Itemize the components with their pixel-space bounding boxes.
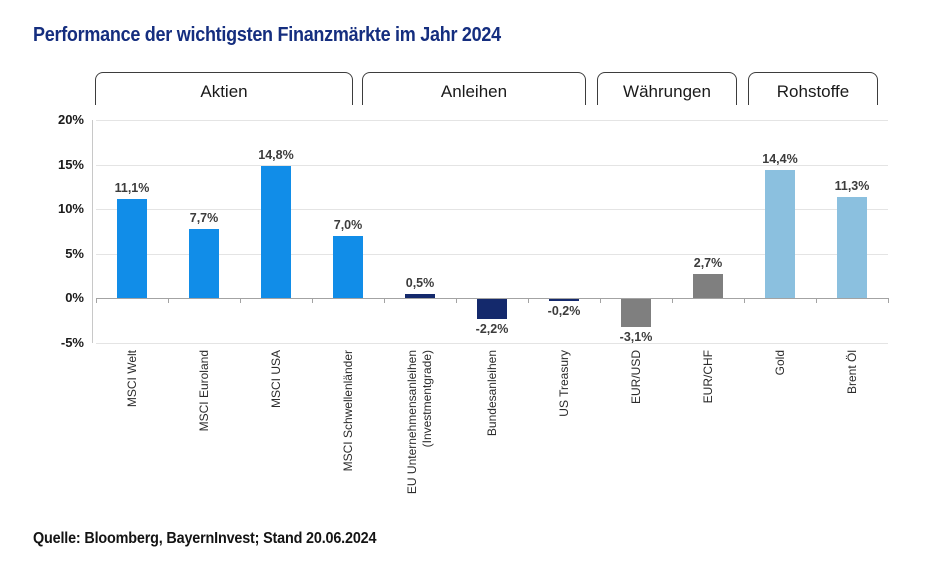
x-label-line: (Investmentgrade) [420,350,434,448]
x-axis-tick [384,298,385,303]
bar-us-treasury [549,299,579,301]
y-axis-line [92,120,93,343]
bar-brent-l [837,197,867,298]
x-axis-tick [456,298,457,303]
group-bracket-anleihen: Anleihen [362,72,586,105]
x-axis-tick [240,298,241,303]
gridline-5 [96,254,888,255]
x-label-msci-usa: MSCI USA [269,350,283,409]
x-label-brent-l: Brent Öl [845,350,859,395]
chart-title: Performance der wichtigsten Finanzmärkte… [33,24,501,46]
bar-msci-schwellenl-nder [333,236,363,298]
gridline-20 [96,120,888,121]
x-axis-tick [888,298,889,303]
value-label-msci-usa: 14,8% [258,148,294,162]
value-label-eu-unternehmensanleihen-investmentgrade: 0,5% [405,276,435,290]
group-bracket-rohstoffe: Rohstoffe [748,72,878,105]
y-tick-label: 0% [65,290,84,305]
x-label-gold: Gold [773,350,787,376]
x-label-line: EU Unternehmensanleihen [405,350,419,495]
value-label-msci-welt: 11,1% [114,181,150,195]
bar-msci-euroland [189,229,219,298]
source-note: Quelle: Bloomberg, BayernInvest; Stand 2… [33,530,377,547]
x-axis-tick [600,298,601,303]
x-label-us-treasury: US Treasury [557,350,571,417]
value-label-brent-l: 11,3% [834,179,870,193]
x-axis-tick [816,298,817,303]
value-label-gold: 14,4% [762,152,798,166]
gridline-10 [96,209,888,210]
y-tick-label: -5% [60,335,84,350]
group-bracket-aktien: Aktien [95,72,353,105]
bar-eu-unternehmensanleihen-investmentgrade [405,294,435,298]
x-axis-tick [672,298,673,303]
group-bracket-w-hrungen: Währungen [597,72,737,105]
value-label-eur-usd: -3,1% [619,330,653,344]
y-tick-label: 10% [57,201,84,216]
bar-bundesanleihen [477,299,507,319]
bar-msci-welt [117,199,147,298]
y-tick-label: 20% [57,112,84,127]
value-label-eur-chf: 2,7% [693,256,723,270]
x-label-msci-euroland: MSCI Euroland [197,350,211,432]
gridline--5 [96,343,888,344]
x-label-eur-chf: EUR/CHF [701,350,715,404]
x-axis-tick [528,298,529,303]
gridline-15 [96,165,888,166]
x-label-msci-schwellenl-nder: MSCI Schwellenländer [341,350,355,472]
x-label-eur-usd: EUR/USD [629,350,643,405]
x-label-bundesanleihen: Bundesanleihen [485,350,499,437]
y-tick-label: 5% [65,246,84,261]
plot-area: 11,1% 7,7% 14,8% 7,0% 0,5% -2,2% -0,2% -3,1% 2,7… [92,120,889,344]
value-label-us-treasury: -0,2% [547,304,581,318]
bar-eur-usd [621,299,651,327]
y-tick-label: 15% [57,157,84,172]
gridline-0 [96,298,888,299]
x-axis-tick [168,298,169,303]
x-axis-tick [96,298,97,303]
x-label-eu-unternehmensanleihen-investmentgrade: EU Unternehmensanleihen (Investmentgrade) [405,350,435,520]
x-axis-tick [312,298,313,303]
value-label-msci-schwellenl-nder: 7,0% [333,218,363,232]
x-axis-tick [744,298,745,303]
value-label-bundesanleihen: -2,2% [475,322,509,336]
bar-eur-chf [693,274,723,298]
bar-gold [765,170,795,298]
value-label-msci-euroland: 7,7% [189,211,219,225]
bar-msci-usa [261,166,291,298]
x-label-msci-welt: MSCI Welt [125,350,139,408]
